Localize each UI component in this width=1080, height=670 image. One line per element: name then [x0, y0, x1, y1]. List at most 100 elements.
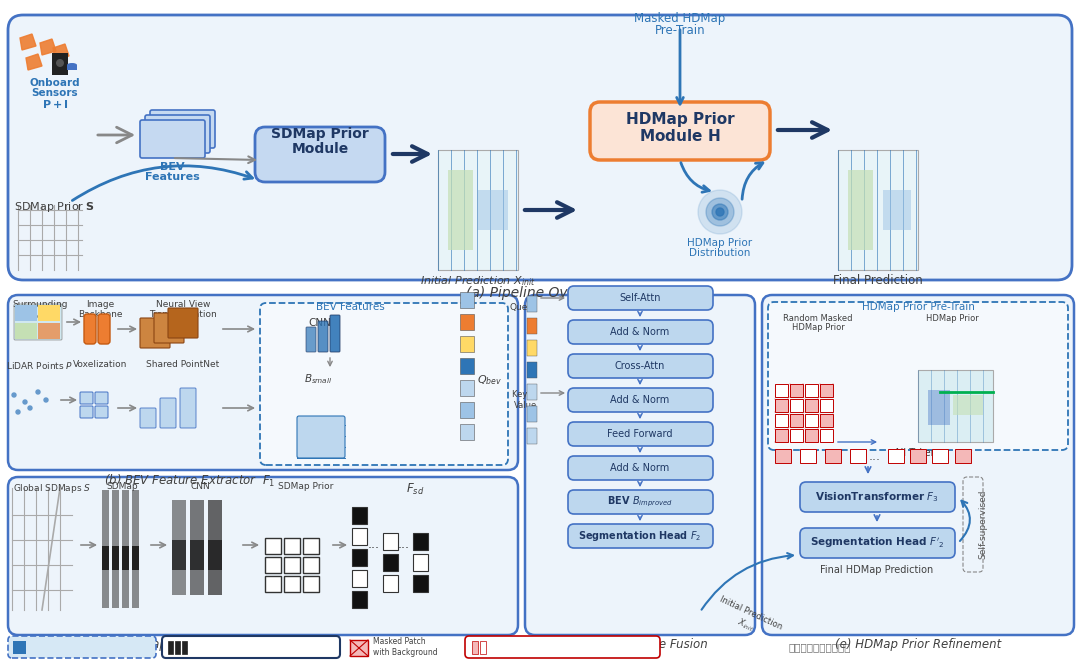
FancyBboxPatch shape [180, 388, 195, 428]
FancyBboxPatch shape [306, 327, 316, 352]
Bar [352, 549, 367, 566]
FancyBboxPatch shape [160, 398, 176, 428]
Bar [67, 65, 77, 70]
Ellipse shape [67, 63, 77, 67]
Bar [480, 641, 486, 654]
Bar [825, 449, 841, 463]
Bar [928, 390, 950, 425]
FancyBboxPatch shape [80, 392, 93, 404]
FancyBboxPatch shape [590, 102, 770, 160]
Bar [527, 428, 537, 444]
FancyBboxPatch shape [318, 321, 328, 352]
Text: Backbone: Backbone [78, 310, 122, 319]
Circle shape [28, 406, 32, 410]
Bar [208, 500, 222, 595]
Bar [805, 384, 818, 397]
Bar [775, 384, 788, 397]
FancyBboxPatch shape [800, 528, 955, 558]
Text: (e) HDMap Prior Refinement: (e) HDMap Prior Refinement [835, 638, 1001, 651]
Text: Features: Features [145, 172, 200, 182]
Bar [208, 540, 222, 570]
Text: Feed Forward: Feed Forward [607, 429, 673, 439]
Text: HDMap Prior: HDMap Prior [926, 314, 978, 323]
Text: Segmentation Head $F'_2$: Segmentation Head $F'_2$ [810, 536, 944, 550]
FancyBboxPatch shape [762, 295, 1074, 635]
Text: BEV: BEV [160, 162, 185, 172]
Text: HDMap Prior Token with Sine Encoding: HDMap Prior Token with Sine Encoding [488, 643, 636, 651]
Bar [132, 490, 139, 608]
Bar [102, 490, 109, 608]
Circle shape [712, 204, 728, 220]
Text: $B_{small}$: $B_{small}$ [303, 372, 333, 386]
FancyBboxPatch shape [568, 286, 713, 310]
Bar [190, 540, 204, 570]
Text: CNN: CNN [190, 482, 210, 491]
Bar [413, 554, 428, 571]
Bar [850, 449, 866, 463]
FancyBboxPatch shape [8, 295, 518, 470]
Bar [888, 449, 904, 463]
Circle shape [698, 190, 742, 234]
Text: ...: ... [368, 539, 380, 551]
Text: SDMap Prior: SDMap Prior [271, 127, 369, 141]
FancyBboxPatch shape [568, 490, 713, 514]
Bar [775, 414, 788, 427]
Bar [352, 591, 367, 608]
Text: Masked HDMap: Masked HDMap [634, 12, 726, 25]
Bar [413, 533, 428, 550]
FancyBboxPatch shape [568, 456, 713, 480]
Text: Transformation: Transformation [149, 310, 217, 319]
Bar [13, 641, 26, 654]
Bar [352, 507, 367, 524]
Bar [284, 538, 300, 554]
Text: Neural View: Neural View [156, 300, 211, 309]
Text: Segmentation Head $F_2$: Segmentation Head $F_2$ [578, 529, 702, 543]
FancyBboxPatch shape [525, 295, 755, 635]
Text: SDMap: SDMap [106, 482, 138, 491]
Bar [448, 170, 473, 250]
Text: Random Masked: Random Masked [783, 314, 853, 323]
Text: Surrounding: Surrounding [12, 300, 68, 309]
FancyBboxPatch shape [8, 636, 156, 658]
Bar [284, 557, 300, 573]
Text: Image: Image [86, 300, 114, 309]
Bar [883, 190, 912, 230]
FancyBboxPatch shape [568, 320, 713, 344]
Bar [472, 641, 478, 654]
Text: Initial Prediction $X_{init}$: Initial Prediction $X_{init}$ [420, 274, 536, 288]
Bar [52, 53, 68, 75]
Bar [460, 424, 474, 440]
Text: CNN: CNN [309, 318, 332, 328]
Text: Add & Norm: Add & Norm [610, 327, 670, 337]
Circle shape [716, 208, 724, 216]
Bar [284, 576, 300, 592]
FancyBboxPatch shape [297, 416, 345, 458]
FancyBboxPatch shape [80, 406, 93, 418]
Bar [168, 641, 173, 654]
Bar [112, 546, 119, 570]
FancyBboxPatch shape [154, 313, 184, 343]
Bar [805, 429, 818, 442]
Bar [303, 538, 319, 554]
Text: (a) Pipeline Overview: (a) Pipeline Overview [467, 286, 613, 300]
Bar [460, 358, 474, 374]
FancyBboxPatch shape [14, 304, 62, 340]
Bar [38, 323, 60, 339]
Bar [265, 557, 281, 573]
Bar [838, 150, 918, 270]
Text: (b) BEV Feature Extractor  $F_1$: (b) BEV Feature Extractor $F_1$ [105, 473, 275, 489]
Bar [820, 414, 833, 427]
FancyBboxPatch shape [465, 636, 660, 658]
Bar [460, 292, 474, 308]
Text: Key &
Value: Key & Value [513, 391, 537, 409]
Bar [460, 314, 474, 330]
Bar [460, 402, 474, 418]
Bar [352, 570, 367, 587]
Bar [820, 384, 833, 397]
Text: BEV Token with Sine Encoding: BEV Token with Sine Encoding [30, 643, 145, 651]
Bar [820, 429, 833, 442]
Bar [527, 406, 537, 422]
Bar [932, 449, 948, 463]
Text: Module $\mathbf{H}$: Module $\mathbf{H}$ [639, 128, 720, 144]
Bar [527, 318, 537, 334]
